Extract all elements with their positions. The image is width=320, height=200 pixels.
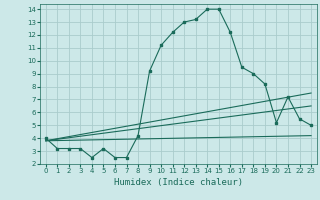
X-axis label: Humidex (Indice chaleur): Humidex (Indice chaleur) xyxy=(114,178,243,187)
